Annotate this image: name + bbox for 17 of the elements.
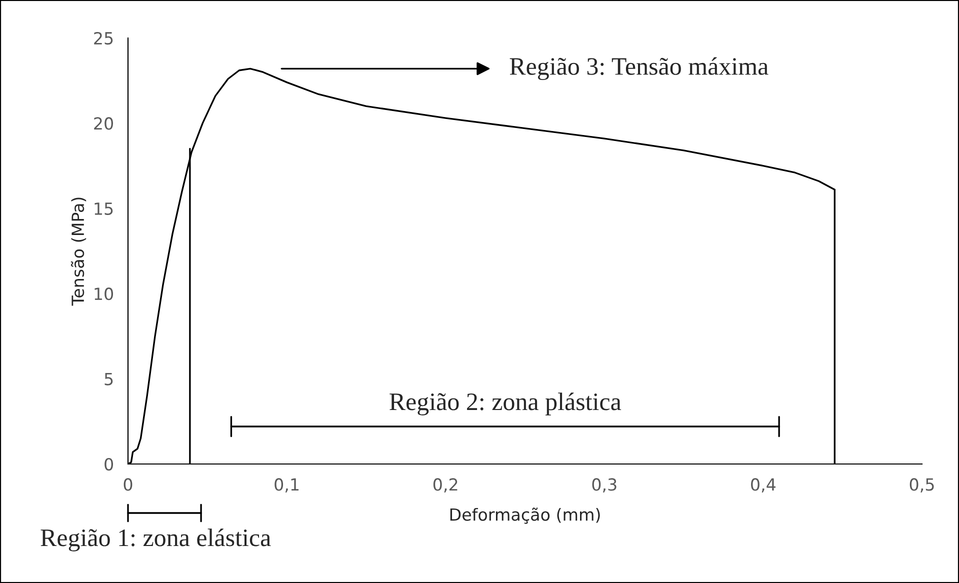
y-axis-title: Tensão (MPa) xyxy=(70,198,86,306)
x-tick-label: 0,3 xyxy=(592,478,616,492)
y-tick-label: 10 xyxy=(94,288,114,300)
y-tick-label: 15 xyxy=(94,202,113,215)
x-tick-label: 0,5 xyxy=(910,478,934,492)
x-tick-label: 0,4 xyxy=(751,478,776,492)
x-tick-label: 0 xyxy=(124,478,132,491)
x-axis-title: Deformação (mm) xyxy=(450,508,600,524)
y-tick-label: 25 xyxy=(94,32,113,45)
text: Região 1: zona elástica xyxy=(40,528,271,552)
annotation: Região 3: Tensão máxima xyxy=(510,57,768,80)
y-tick-label: 0 xyxy=(104,458,114,471)
y-tick-label: 20 xyxy=(94,117,114,130)
y-tick-label: 5 xyxy=(104,372,113,386)
x-tick-label: 0,1 xyxy=(274,478,299,492)
annotation: Região 2: zona plástica xyxy=(390,392,622,416)
x-tick-label: 0,2 xyxy=(433,478,458,492)
